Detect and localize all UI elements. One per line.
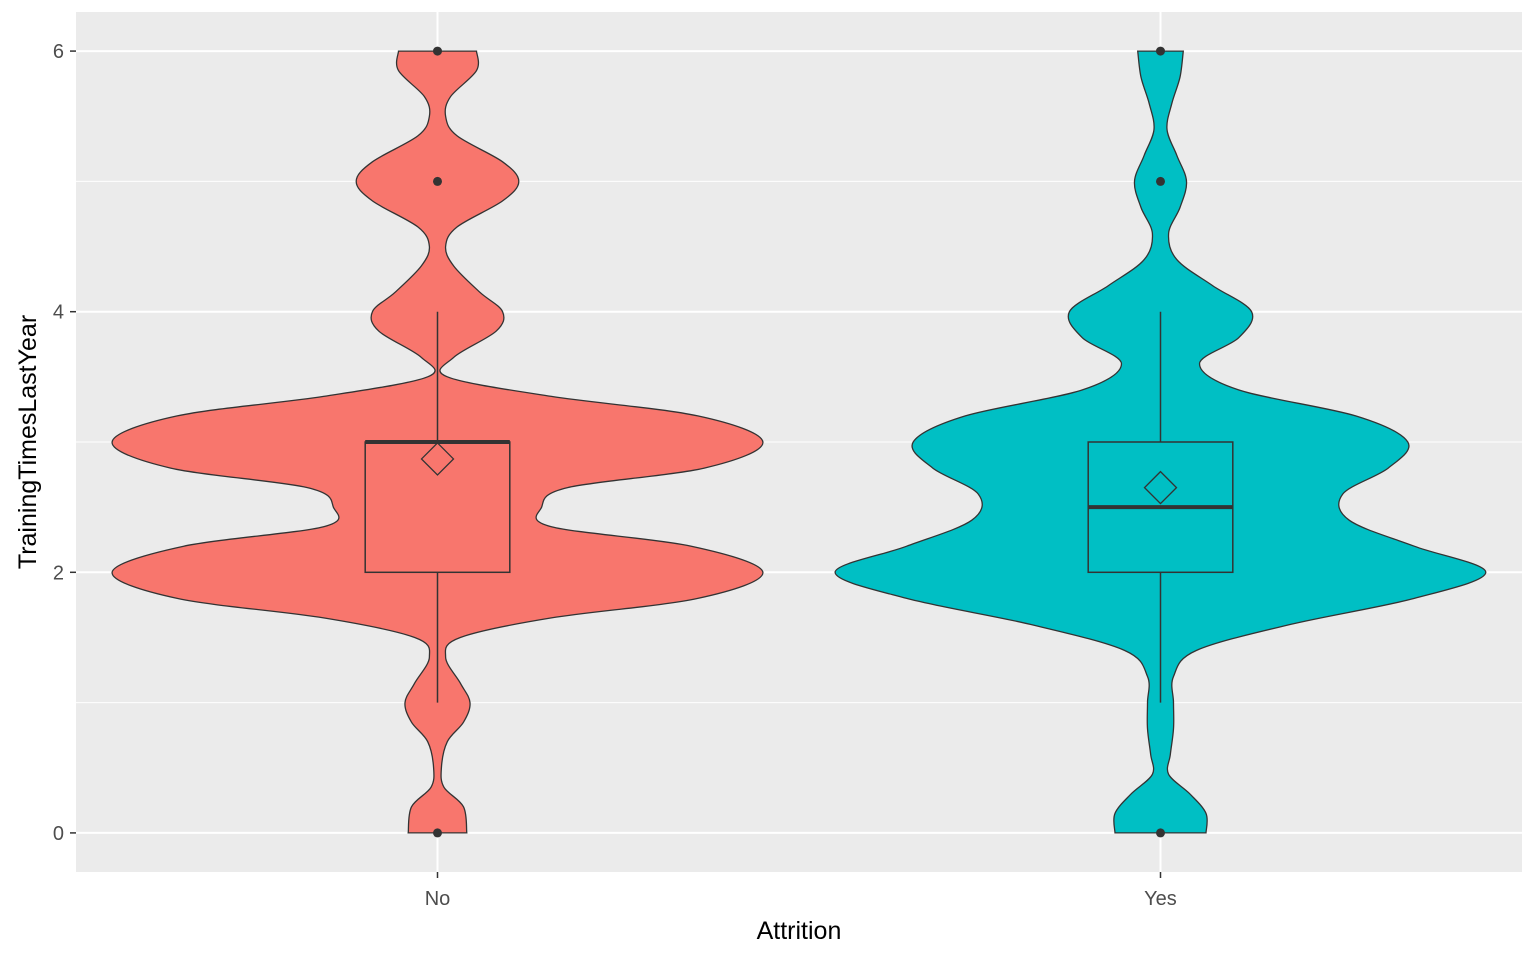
box [364,441,511,574]
y-tick-label: 6 [53,41,64,63]
outlier-point [1156,46,1165,56]
outlier-point [433,46,442,56]
mean-diamond [420,442,455,476]
mean-diamond [1143,470,1178,505]
y-axis-title: TrainingTimesLastYear [14,315,42,569]
y-tick-label: 0 [53,823,64,845]
x-axis-title: Attrition [757,917,842,945]
outlier-point [433,176,442,186]
x-tick-label: No [425,888,451,910]
outlier-point [1156,828,1165,838]
outlier-point [1156,176,1165,186]
y-tick-label: 4 [53,302,64,324]
outlier-point [433,828,442,838]
y-axis-ticks: 0 2 4 6 [53,41,76,845]
x-tick-label: Yes [1144,888,1177,910]
violins [111,46,1487,838]
violin-group-yes [834,46,1487,838]
x-axis-ticks: No Yes [425,872,1177,910]
y-tick-label: 2 [53,562,64,584]
violin-group-no [111,46,764,838]
